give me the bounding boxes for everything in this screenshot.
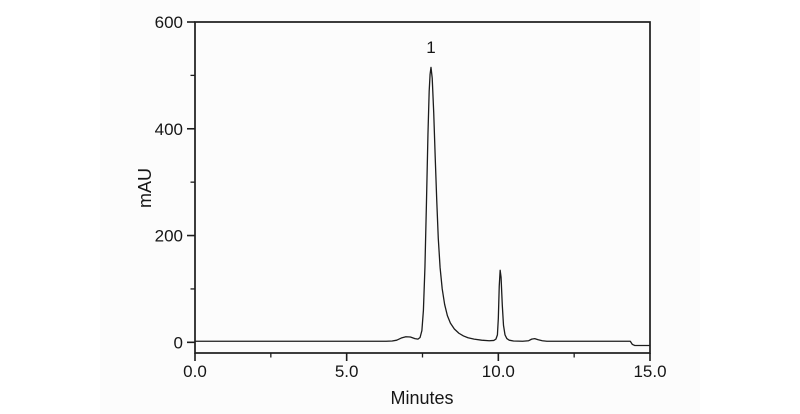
y-axis-ticks: [187, 21, 195, 344]
y-axis-tick-labels: 0 200 400 600: [155, 13, 183, 352]
x-tick-label: 15.0: [633, 362, 666, 381]
chromatogram-trace: [195, 66, 650, 347]
x-axis-tick-labels: 0.0 5.0 10.0 15.0: [183, 362, 666, 381]
plot-frame: [194, 21, 651, 354]
x-axis-title: Minutes: [390, 388, 453, 408]
y-tick-label: 0: [174, 333, 183, 352]
axis-frame: [194, 21, 651, 354]
peak-annotations: 1: [426, 38, 435, 57]
y-tick-label: 200: [155, 227, 183, 246]
x-tick-label: 5.0: [335, 362, 359, 381]
x-axis-ticks: [194, 353, 651, 361]
y-tick-label: 600: [155, 13, 183, 32]
peak-label: 1: [426, 38, 435, 57]
signal-trace: [195, 66, 650, 347]
y-tick-label: 400: [155, 120, 183, 139]
chart-background: [100, 0, 700, 414]
x-tick-label: 10.0: [482, 362, 515, 381]
y-axis-title: mAU: [135, 168, 155, 208]
x-tick-label: 0.0: [183, 362, 207, 381]
